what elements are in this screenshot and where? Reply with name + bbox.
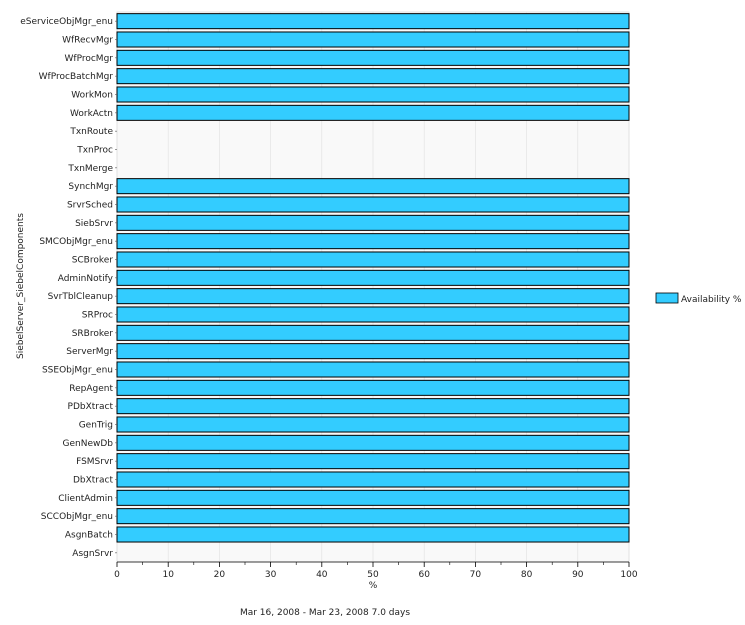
plot-area (116, 11, 630, 563)
bar (116, 343, 630, 360)
bar (116, 196, 630, 213)
y-tick-label: SCBroker (72, 256, 114, 266)
bar (116, 86, 630, 103)
x-tick-label: 90 (572, 570, 584, 580)
bar (116, 13, 630, 30)
y-tick-label: TxnRoute (69, 127, 113, 137)
bar (116, 31, 630, 48)
y-tick-label: SiebSrvr (75, 219, 113, 229)
y-tick-label: WorkActn (70, 109, 113, 119)
bar (116, 214, 630, 231)
y-tick-label: SCCObjMgr_enu (41, 512, 113, 522)
bar (116, 526, 630, 543)
bar (116, 434, 630, 451)
y-tick-label: SRBroker (72, 329, 114, 339)
y-tick-label: WfRecvMgr (62, 36, 113, 46)
bar (116, 288, 630, 305)
y-tick-label: GenTrig (79, 421, 113, 431)
bar (116, 416, 630, 433)
y-tick-label: TxnMerge (67, 164, 113, 174)
legend-label: Availability % (681, 295, 742, 305)
bar (116, 269, 630, 286)
bar (116, 471, 630, 488)
bar (116, 324, 630, 341)
y-tick-label: WorkMon (71, 91, 113, 101)
y-tick-label: DbXtract (73, 476, 114, 486)
bar (116, 68, 630, 85)
y-tick-label: SynchMgr (68, 182, 113, 192)
bar (116, 489, 630, 506)
y-tick-label: ClientAdmin (58, 494, 113, 504)
y-tick-label: SMCObjMgr_enu (39, 237, 113, 247)
bar (116, 508, 630, 525)
legend-swatch (655, 292, 679, 304)
y-axis-title: SiebelServer_SiebelComponents (16, 213, 26, 359)
bar (116, 306, 630, 323)
bar (116, 178, 630, 195)
y-tick-label: eServiceObjMgr_enu (20, 17, 113, 27)
date-range-subtitle: Mar 16, 2008 - Mar 23, 2008 7.0 days (240, 608, 410, 618)
y-tick-label: FSMSrvr (76, 457, 113, 467)
x-tick-label: 10 (162, 570, 174, 580)
bar (116, 49, 630, 66)
y-tick-label: WfProcBatchMgr (39, 72, 114, 82)
y-tick-label: AsgnSrvr (72, 549, 113, 559)
y-tick-labels: eServiceObjMgr_enu WfRecvMgr WfProcMgr WfPr… (20, 17, 117, 559)
x-axis: 0 10 20 30 40 50 60 70 80 90 100 (114, 561, 638, 580)
y-tick-label: GenNewDb (63, 439, 114, 449)
y-tick-label: ServerMgr (66, 347, 113, 357)
x-axis-title: % (369, 581, 378, 591)
bar (116, 379, 630, 396)
x-tick-label: 60 (418, 570, 430, 580)
y-tick-label: SrvrSched (67, 201, 113, 211)
bar (116, 104, 630, 121)
y-tick-label: SSEObjMgr_enu (42, 366, 113, 376)
bar (116, 398, 630, 415)
x-tick-label: 70 (470, 570, 482, 580)
bars-group (116, 13, 630, 543)
x-tick-label: 80 (521, 570, 533, 580)
y-tick-label: TxnProc (76, 146, 113, 156)
y-tick-label: SRProc (82, 311, 113, 321)
y-tick-label: RepAgent (69, 384, 113, 394)
x-tick-label: 30 (265, 570, 277, 580)
x-tick-label: 20 (214, 570, 226, 580)
x-tick-label: 0 (114, 570, 120, 580)
legend: Availability % (655, 292, 742, 305)
y-tick-label: AdminNotify (58, 274, 114, 284)
y-tick-label: SvrTblCleanup (48, 292, 114, 302)
x-tick-label: 50 (367, 570, 379, 580)
bar (116, 251, 630, 268)
x-tick-label: 40 (316, 570, 328, 580)
x-tick-label: 100 (620, 570, 637, 580)
bar (116, 233, 630, 250)
bar (116, 361, 630, 378)
bar (116, 453, 630, 470)
y-tick-label: AsgnBatch (65, 531, 113, 541)
y-tick-label: PDbXtract (68, 402, 114, 412)
y-tick-label: WfProcMgr (65, 54, 114, 64)
